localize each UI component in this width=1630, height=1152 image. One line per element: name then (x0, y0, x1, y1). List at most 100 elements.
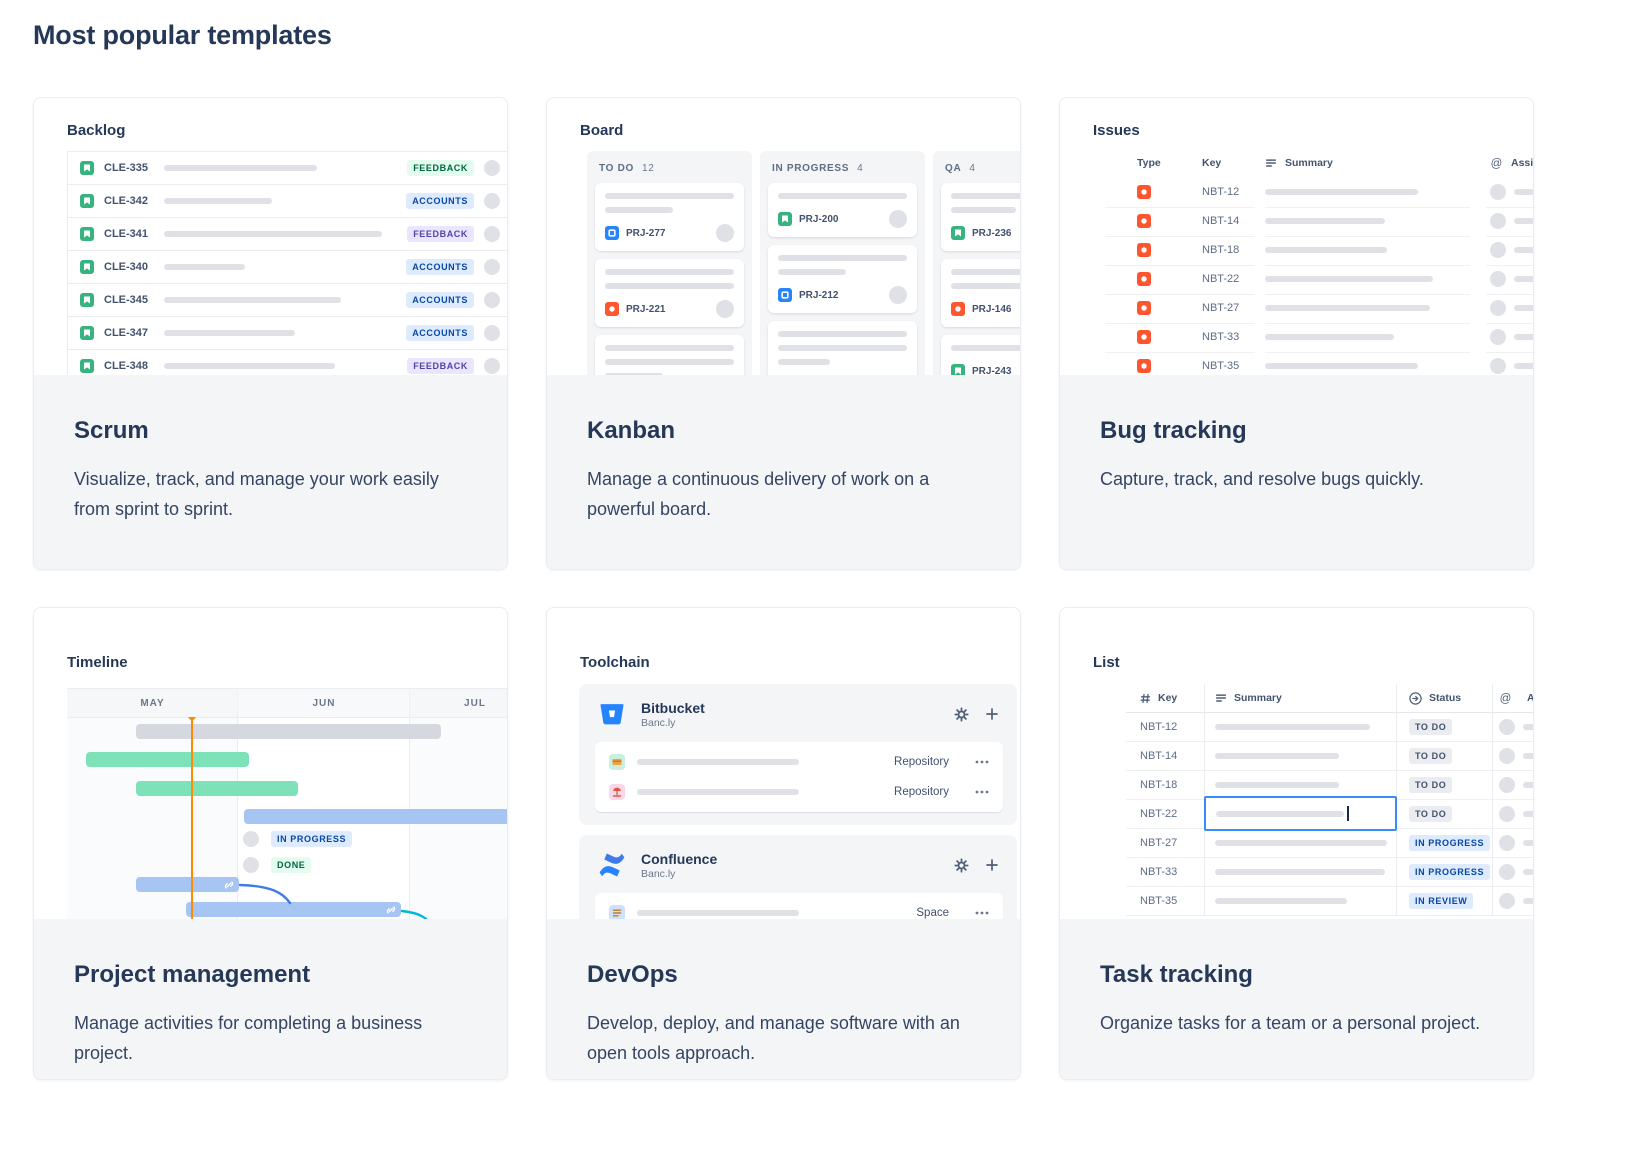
issue-key: NBT-18 (1140, 778, 1178, 791)
placeholder-bar (778, 255, 907, 261)
list-assignee-cell (1492, 828, 1533, 858)
placeholder-bar (164, 198, 272, 204)
board-column-header: TO DO 12 (587, 151, 752, 183)
placeholder-bar (778, 269, 847, 275)
plus-icon (985, 858, 999, 872)
issue-key: PRJ-236 (972, 227, 1012, 239)
placeholder-bar (1265, 189, 1418, 195)
page-title: Most popular templates (33, 20, 332, 50)
board-columns: TO DO 12 PRJ-277 PRJ-221 PRJ-290 IN PROGRESS 4… (587, 151, 1020, 375)
gantt-chart: MAY JUN JUL IN PROGRESS DONE (67, 688, 507, 919)
beach-icon (609, 784, 625, 800)
issues-row: NBT-22 (1105, 265, 1533, 295)
placeholder-bar (1215, 839, 1387, 846)
at-icon: @ (1490, 157, 1503, 170)
list-row: NBT-12 TO DO (1126, 712, 1533, 742)
tool-item-row: Repository (609, 777, 989, 807)
list-summary-cell (1204, 886, 1396, 916)
scrum-card-title: Scrum (74, 417, 149, 444)
story-icon (778, 212, 792, 226)
status-badge-row: IN PROGRESS (243, 831, 353, 847)
devops-description: DevOps Develop, deploy, and manage softw… (547, 919, 1020, 1079)
placeholder-bar (1514, 247, 1533, 253)
text-cursor (1347, 806, 1349, 821)
confluence-logo (595, 848, 629, 882)
list-header-status: Status (1396, 684, 1492, 713)
list-row: NBT-27 IN PROGRESS (1126, 828, 1533, 858)
list-row: NBT-35 IN REVIEW (1126, 886, 1533, 916)
month-label: MAY (140, 697, 165, 709)
placeholder-bar (605, 193, 734, 199)
placeholder-bar (1265, 305, 1430, 311)
story-icon (80, 161, 94, 175)
placeholder-bar (605, 345, 734, 351)
issue-key: CLE-348 (104, 360, 149, 372)
placeholder-bar (1523, 752, 1533, 759)
placeholder-bar (164, 231, 382, 237)
task-tracking-card-text: Organize tasks for a team or a personal … (1100, 1013, 1481, 1033)
issue-assignee-cell (1486, 178, 1533, 208)
issue-key: NBT-33 (1202, 331, 1240, 343)
template-card-scrum[interactable]: Backlog CLE-335 FEEDBACK CLE-342 ACCOUNTS CL… (33, 97, 508, 570)
toolchain-section-bitbucket: Bitbucket Banc.ly Repository Repository (579, 684, 1017, 825)
placeholder-bar (951, 193, 1020, 199)
board-card: PRJ-277 (595, 183, 744, 251)
column-header-assignee: Assignee (1511, 157, 1533, 169)
placeholder-bar (605, 269, 734, 275)
list-key-cell: NBT-33 (1126, 857, 1204, 887)
bug-icon (1137, 185, 1151, 199)
kanban-preview: Board TO DO 12 PRJ-277 PRJ-221 PRJ-290 IN PRO… (547, 98, 1020, 375)
label-badge: ACCOUNTS (406, 292, 474, 308)
status-badge: TO DO (1409, 718, 1453, 735)
project-management-card-text: Manage activities for completing a busin… (74, 1013, 423, 1063)
list-assignee-cell (1492, 712, 1533, 742)
issues-row: NBT-12 (1105, 178, 1533, 208)
issue-key: NBT-35 (1140, 894, 1178, 907)
status-badge: IN PROGRESS (271, 831, 353, 847)
issue-summary-cell (1265, 323, 1470, 353)
summary-edit-field[interactable] (1204, 796, 1397, 831)
list-row: NBT-14 TO DO (1126, 741, 1533, 771)
issue-summary-cell (1265, 178, 1470, 208)
gantt-bar (136, 781, 298, 796)
template-card-task-tracking[interactable]: List Key Summary Status @ Assignee NBT-12 TO D… (1059, 607, 1534, 1080)
bug-icon (1137, 330, 1151, 344)
list-key-cell: NBT-14 (1126, 741, 1204, 771)
list-preview-title: List (1093, 654, 1120, 671)
toolchain-preview-title: Toolchain (580, 654, 650, 671)
issue-key: NBT-27 (1140, 836, 1178, 849)
avatar (1490, 242, 1506, 258)
issue-type-key-cell: NBT-18 (1105, 236, 1255, 266)
issue-type-key-cell: NBT-35 (1105, 352, 1255, 376)
tool-name: Confluence (641, 850, 718, 867)
issue-type-key-cell: NBT-33 (1105, 323, 1255, 353)
avatar (1499, 776, 1515, 793)
issue-type-key-cell: NBT-27 (1105, 294, 1255, 324)
tool-meta: Confluence Banc.ly (641, 851, 717, 880)
issues-row: NBT-18 (1105, 236, 1533, 266)
avatar (716, 300, 734, 318)
bitbucket-logo (595, 697, 629, 731)
bug-tracking-description: Bug tracking Capture, track, and resolve… (1060, 375, 1533, 569)
issue-assignee-cell (1486, 352, 1533, 376)
placeholder-bar (637, 910, 799, 916)
placeholder-bar (1215, 752, 1339, 759)
avatar (243, 831, 259, 847)
template-card-bug-tracking[interactable]: Issues Type Key Summary @ Assignee NBT-12 NBT-… (1059, 97, 1534, 570)
ellipsis-icon (975, 911, 989, 915)
list-status-cell: IN REVIEW (1396, 886, 1492, 916)
backlog-row-list: CLE-335 FEEDBACK CLE-342 ACCOUNTS CLE-341 FEE… (67, 151, 507, 375)
placeholder-bar (1265, 276, 1433, 282)
placeholder-bar (951, 207, 1016, 213)
template-card-kanban[interactable]: Board TO DO 12 PRJ-277 PRJ-221 PRJ-290 IN PRO… (546, 97, 1021, 570)
list-header-summary: Summary (1204, 684, 1396, 713)
backlog-row: CLE-340 ACCOUNTS (67, 250, 507, 283)
template-card-project-management[interactable]: Timeline MAY JUN JUL IN PROGRESS DONE Projec… (33, 607, 508, 1080)
column-name: TO DO (599, 163, 634, 174)
issues-table: Type Key Summary @ Assignee NBT-12 NBT-14 NBT-1… (1105, 148, 1533, 375)
issues-header-assignee: @ Assignee (1486, 148, 1533, 178)
tool-items-panel: Space (595, 893, 1003, 919)
issue-key: CLE-342 (104, 195, 149, 207)
template-card-devops[interactable]: Toolchain Bitbucket Banc.ly Repository Repo… (546, 607, 1021, 1080)
task-icon (605, 226, 619, 240)
